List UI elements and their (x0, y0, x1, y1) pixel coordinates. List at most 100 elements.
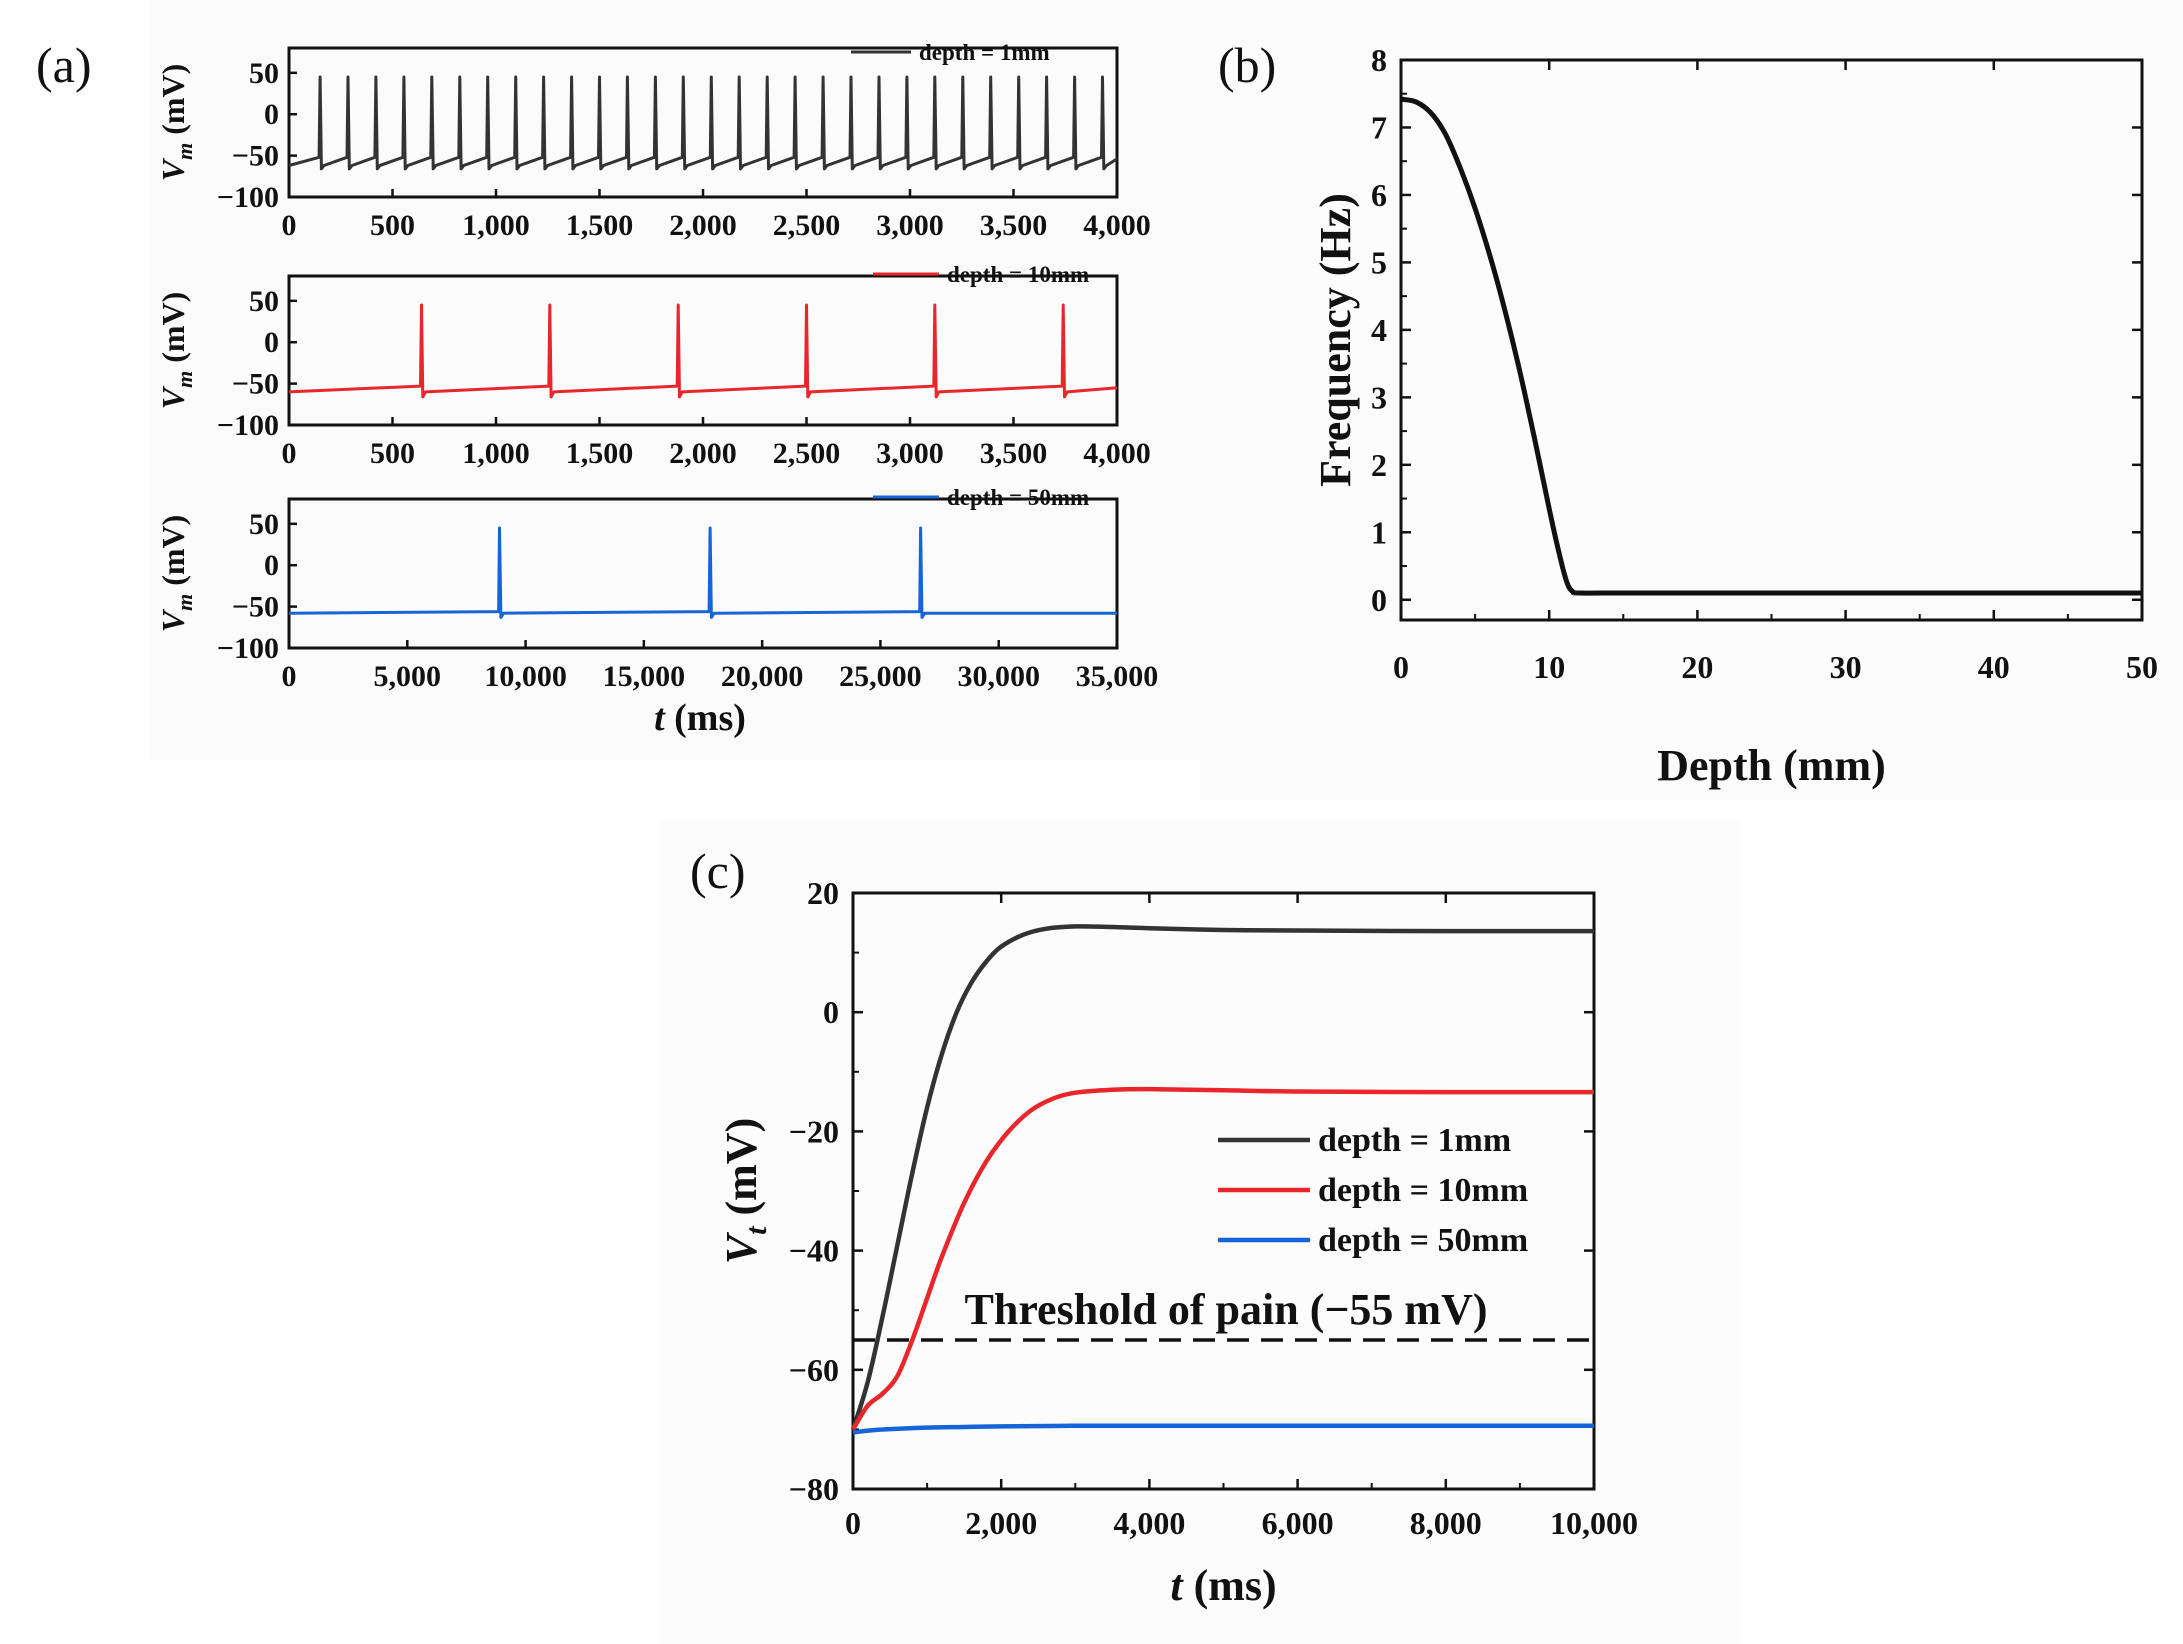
y-tick-label: 8 (1371, 42, 1387, 78)
x-tick-label: 500 (370, 437, 415, 470)
x-tick-label: 1,500 (566, 209, 634, 242)
legend-text: depth = 50mm (947, 485, 1089, 510)
y-tick-label: 0 (264, 549, 279, 582)
y-axis-label: Vt (mV) (717, 1118, 773, 1264)
legend-text: depth = 10mm (947, 262, 1089, 287)
y-tick-label: 0 (1371, 582, 1387, 618)
x-tick-label: 4,000 (1113, 1505, 1185, 1541)
y-axis-label: Vm (mV) (155, 64, 197, 182)
x-tick-label: 10,000 (484, 660, 567, 693)
series-line-1 (850, 924, 1595, 1431)
x-tick-label: 4,000 (1083, 209, 1151, 242)
x-tick-label: 0 (1393, 649, 1409, 685)
y-tick-label: 50 (249, 285, 279, 318)
x-tick-label: 0 (282, 209, 297, 242)
x-tick-label: 10,000 (1550, 1505, 1638, 1541)
y-tick-label: −40 (789, 1233, 839, 1269)
x-label-unit: (ms) (1183, 1561, 1277, 1610)
x-label-symbol: t (654, 697, 666, 739)
y-label-unit: (mV) (717, 1118, 766, 1227)
series-line-3 (852, 1423, 1594, 1435)
x-tick-label: 2,000 (669, 437, 737, 470)
x-tick-label: 6,000 (1262, 1505, 1334, 1541)
x-tick-label: 40 (1978, 649, 2010, 685)
y-tick-label: −50 (232, 368, 279, 401)
y-tick-label: 7 (1371, 109, 1387, 145)
y-tick-label: −100 (217, 632, 279, 665)
x-tick-label: 2,500 (773, 437, 841, 470)
legend-text-3: depth = 50mm (1318, 1222, 1528, 1259)
panel-b-background (1200, 0, 2183, 800)
legend-text: depth = 1mm (919, 40, 1050, 65)
x-tick-label: 1,000 (462, 209, 530, 242)
threshold-annotation: Threshold of pain (−55 mV) (965, 1285, 1488, 1334)
y-tick-label: 50 (249, 508, 279, 541)
legend-text-2: depth = 10mm (1318, 1172, 1528, 1209)
panel-c-background (660, 820, 1740, 1644)
y-tick-label: 5 (1371, 244, 1387, 280)
y-tick-label: 4 (1371, 312, 1387, 348)
x-tick-label: 3,500 (980, 209, 1048, 242)
panel-c-chart: 0 2,000 4,000 6,000 8,000 10,000 20 0 −20 −40 −60 −… (717, 875, 1638, 1610)
y-tick-label: −50 (232, 591, 279, 624)
x-tick-label: 25,000 (839, 660, 922, 693)
y-tick-label: −80 (789, 1471, 839, 1507)
x-tick-label: 2,500 (773, 209, 841, 242)
panel-a-chart: 0 500 1,000 1,500 2,000 2,500 3,000 3,500 4,0005… (155, 40, 1158, 739)
y-label-subscript: m (172, 143, 197, 160)
x-tick-label: 10 (1533, 649, 1565, 685)
y-tick-label: 0 (264, 98, 279, 131)
x-tick-label: 50 (2126, 649, 2158, 685)
x-tick-label: 2,000 (669, 209, 737, 242)
y-label-subscript: t (740, 1225, 773, 1235)
x-tick-label: 0 (282, 660, 297, 693)
panel-label-b: (b) (1218, 37, 1276, 93)
x-tick-label: 5,000 (374, 660, 442, 693)
x-tick-label: 1,500 (566, 437, 634, 470)
y-tick-label: −60 (789, 1352, 839, 1388)
x-axis-label: Depth (mm) (1657, 741, 1886, 790)
panel-b-chart: 0 10 20 30 40 50 0 1 2 3 4 5 6 7 8 Depth (mm) Frequency … (1311, 42, 2158, 790)
x-tick-label: 2,000 (965, 1505, 1037, 1541)
panel-label-c: (c) (690, 843, 746, 899)
y-tick-label: 20 (807, 875, 839, 911)
y-tick-label: −100 (217, 409, 279, 442)
x-axis-label: t (ms) (1170, 1561, 1276, 1610)
y-axis-label: Frequency (Hz) (1311, 193, 1360, 487)
x-tick-label: 3,500 (980, 437, 1048, 470)
y-label-symbol: V (155, 157, 191, 181)
subplot-1: 0 500 1,000 1,500 2,000 2,500 3,000 3,500 4,0005… (155, 40, 1151, 242)
x-tick-label: 3,000 (876, 437, 944, 470)
y-label-symbol: V (717, 1231, 766, 1264)
y-label-subscript: m (172, 594, 197, 611)
y-axis-label: Vm (mV) (155, 292, 197, 410)
x-tick-label: 35,000 (1076, 660, 1159, 693)
frequency-curve (1400, 96, 2142, 596)
y-label-unit: (mV) (155, 64, 191, 143)
y-tick-label: −100 (217, 181, 279, 214)
x-tick-label: 30 (1830, 649, 1862, 685)
axes-frame (287, 497, 1119, 650)
trace-line (288, 303, 1118, 399)
y-label-unit: (mV) (155, 292, 191, 371)
y-tick-label: 3 (1371, 379, 1387, 415)
y-tick-label: 2 (1371, 447, 1387, 483)
y-tick-label: −50 (232, 140, 279, 173)
y-tick-label: 0 (264, 326, 279, 359)
x-tick-label: 1,000 (462, 437, 530, 470)
x-tick-label: 500 (370, 209, 415, 242)
trace-line (288, 75, 1118, 171)
y-axis-label: Vm (mV) (155, 515, 197, 633)
subplot-3: 0 5,000 10,000 15,000 20,000 25,000 30,000 35,0… (155, 485, 1158, 693)
x-tick-label: 15,000 (603, 660, 686, 693)
y-tick-label: 6 (1371, 177, 1387, 213)
x-tick-label: 4,000 (1083, 437, 1151, 470)
x-tick-label: 20 (1681, 649, 1713, 685)
x-axis-label: t (ms) (654, 697, 746, 739)
y-label-symbol: V (155, 385, 191, 409)
y-tick-label: 50 (249, 57, 279, 90)
y-label-subscript: m (172, 371, 197, 388)
y-tick-label: −20 (789, 1113, 839, 1149)
y-label-unit: (mV) (155, 515, 191, 594)
